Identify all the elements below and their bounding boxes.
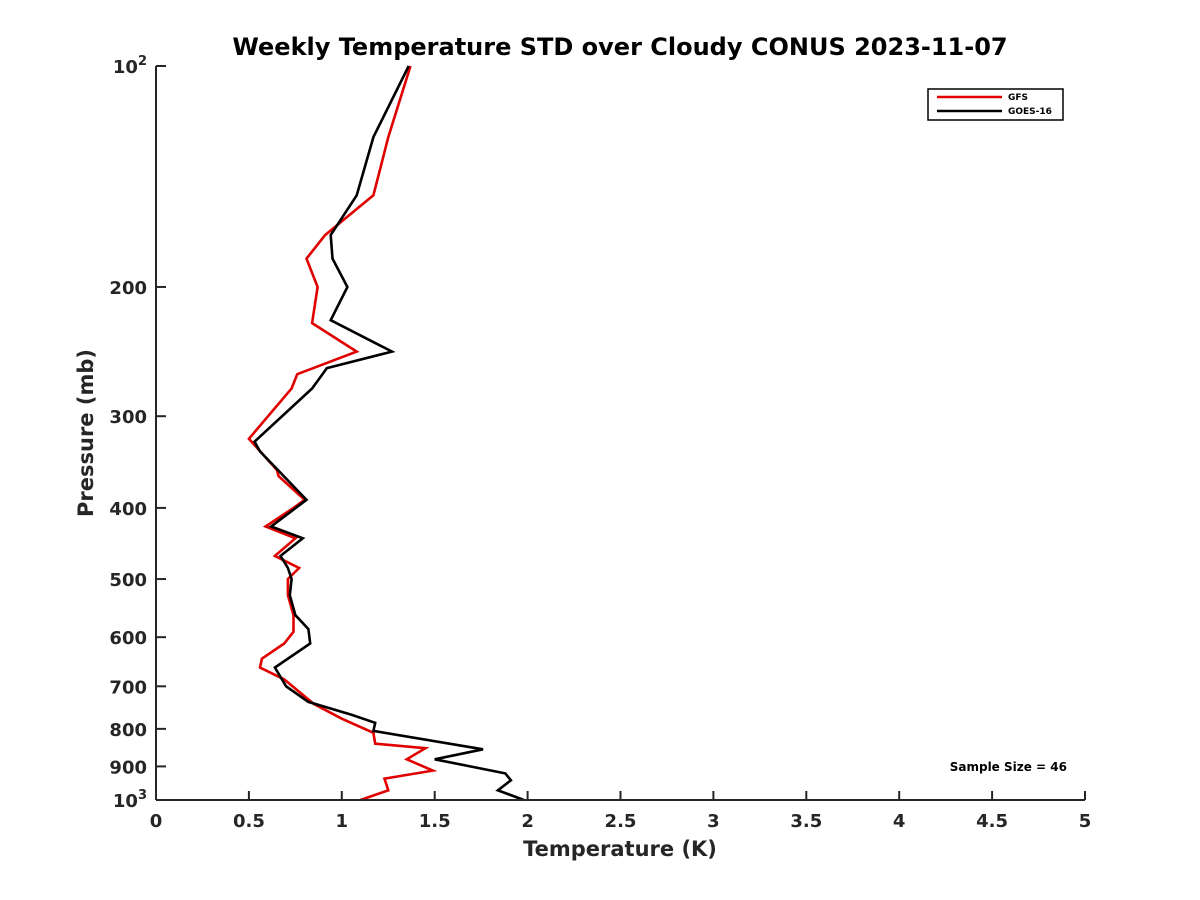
series-group — [247, 65, 525, 802]
legend: GFS GOES-16 — [927, 88, 1064, 121]
y-tick-label: 400 — [109, 499, 147, 520]
legend-label-gfs: GFS — [1008, 93, 1028, 103]
x-ticks: 0 0.5 1 1.5 2 2.5 3 3.5 4 4.5 5 — [150, 791, 1092, 832]
y-axis-label: Pressure (mb) — [74, 349, 98, 517]
x-tick-label: 4.5 — [976, 811, 1008, 832]
x-tick-label: 5 — [1079, 811, 1092, 832]
x-tick-label: 3 — [707, 811, 720, 832]
y-tick-label: 102 — [113, 54, 147, 78]
series-line-goes16 — [252, 65, 525, 802]
sample-size-annotation: Sample Size = 46 — [950, 760, 1067, 774]
y-tick-label: 800 — [109, 720, 147, 741]
x-tick-label: 1.5 — [419, 811, 451, 832]
series-line-gfs — [247, 65, 438, 802]
legend-box — [927, 88, 1064, 121]
y-tick-label: 200 — [109, 278, 147, 299]
x-tick-label: 0 — [150, 811, 163, 832]
x-tick-label: 3.5 — [790, 811, 822, 832]
x-tick-label: 4 — [893, 811, 906, 832]
x-tick-label: 2 — [521, 811, 534, 832]
y-tick-label: 900 — [109, 757, 147, 778]
y-tick-label: 600 — [109, 628, 147, 649]
x-tick-label: 0.5 — [233, 811, 265, 832]
legend-label-goes16: GOES-16 — [1008, 107, 1052, 117]
x-tick-label: 2.5 — [605, 811, 637, 832]
x-axis-label: Temperature (K) — [523, 837, 717, 861]
y-ticks: 102 200 300 400 500 600 700 800 900 103 — [109, 54, 166, 812]
y-tick-label: 700 — [109, 677, 147, 698]
y-tick-label: 300 — [109, 407, 147, 428]
y-tick-label: 103 — [113, 788, 147, 812]
chart-title: Weekly Temperature STD over Cloudy CONUS… — [232, 33, 1007, 61]
x-tick-label: 1 — [336, 811, 349, 832]
y-tick-label: 500 — [109, 570, 147, 591]
